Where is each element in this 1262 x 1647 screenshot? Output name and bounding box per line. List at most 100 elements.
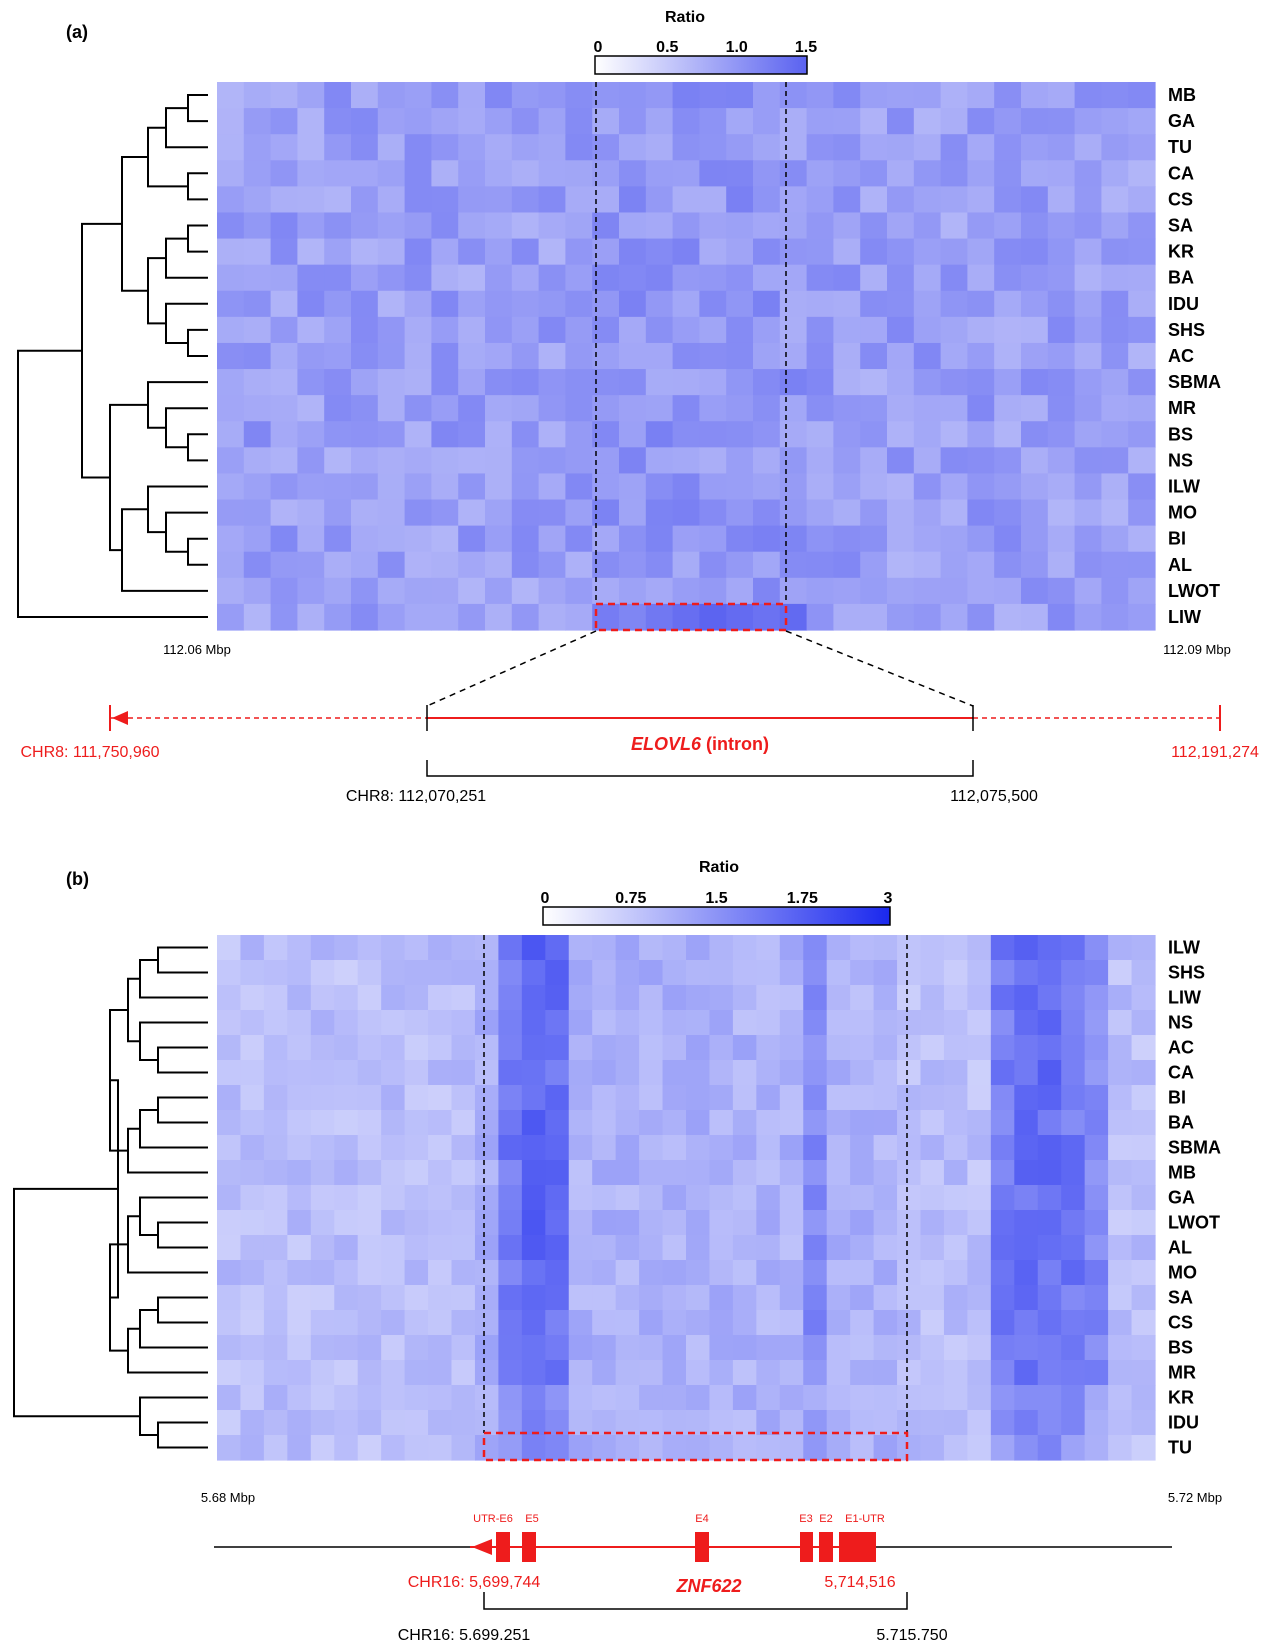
heatmap-cell	[297, 160, 325, 187]
heatmap-cell	[431, 603, 459, 631]
heatmap-cell	[428, 1010, 453, 1036]
heatmap-cell	[1061, 1435, 1086, 1461]
heatmap-cell	[568, 1360, 593, 1386]
heatmap-cell	[270, 316, 298, 344]
heatmap-cell	[726, 108, 754, 135]
heatmap-cell	[511, 603, 540, 631]
heatmap-cell	[431, 447, 459, 475]
heatmap-cell	[1108, 1110, 1133, 1136]
heatmap-cell	[357, 1435, 382, 1461]
heatmap-cell	[850, 1185, 875, 1211]
heatmap-cell	[521, 1310, 546, 1336]
heatmap-cell	[662, 1410, 687, 1436]
heatmap-cell	[860, 82, 888, 109]
heatmap-cell	[756, 1360, 781, 1386]
dendrogram-branch	[139, 1021, 208, 1061]
heatmap-cell	[756, 1260, 781, 1286]
heatmap-cell	[592, 238, 620, 266]
heatmap-cell	[1061, 1410, 1086, 1436]
colorbar-a	[594, 55, 808, 75]
heatmap-cell	[779, 342, 808, 370]
heatmap-cell	[645, 134, 674, 161]
heatmap-cell	[806, 212, 834, 240]
heatmap-cell	[404, 1260, 429, 1286]
heatmap-cell	[1021, 264, 1049, 292]
heatmap-cell	[873, 1060, 898, 1086]
heatmap-cell	[662, 1385, 687, 1411]
heatmap-cell	[377, 499, 406, 527]
dendrogram-branch	[139, 1109, 208, 1149]
heatmap-cell	[753, 447, 781, 475]
heatmap-cell	[334, 1260, 359, 1286]
heatmap-cell	[806, 395, 834, 422]
heatmap-cell	[994, 134, 1022, 161]
heatmap-cell	[568, 1110, 593, 1136]
heatmap-cell	[451, 1085, 476, 1111]
heatmap-cell	[913, 421, 942, 448]
heatmap-cell	[994, 369, 1022, 396]
heatmap-cell	[474, 1035, 499, 1061]
heatmap-cell	[850, 1210, 875, 1236]
heatmap-cell	[615, 1010, 640, 1036]
heatmap-cell	[732, 960, 757, 986]
heatmap-cell	[217, 160, 245, 187]
heatmap-cell	[428, 1260, 453, 1286]
heatmap-cell	[270, 525, 298, 553]
colorbar-tick-label: 1.5	[705, 890, 727, 907]
heatmap-cell	[240, 1360, 265, 1386]
heatmap-cell	[592, 1260, 617, 1286]
heatmap-cell	[803, 985, 828, 1011]
heatmap-cell	[803, 960, 828, 986]
heatmap-cell	[1037, 1110, 1062, 1136]
heatmap-cell	[545, 1285, 570, 1311]
heatmap-cell	[240, 1435, 265, 1461]
heatmap-cell	[217, 1085, 242, 1111]
heatmap-cell	[1014, 1010, 1039, 1036]
heatmap-cell	[474, 1135, 499, 1161]
heatmap-cell	[779, 264, 808, 292]
heatmap-cell	[897, 985, 922, 1011]
heatmap-cell	[967, 1060, 992, 1086]
heatmap-cell	[270, 447, 298, 475]
heatmap-cell	[699, 369, 727, 396]
heatmap-cell	[334, 1085, 359, 1111]
heatmap-cell	[803, 1035, 828, 1061]
heatmap-cell	[1128, 264, 1156, 292]
heatmap-cell	[639, 1010, 664, 1036]
heatmap-cell	[451, 1235, 476, 1261]
exon-label-utr-e6: UTR-E6	[473, 1513, 513, 1525]
heatmap-cell	[753, 421, 781, 448]
heatmap-cell	[732, 1310, 757, 1336]
heatmap-cell	[243, 108, 272, 135]
row-label: NS	[1168, 450, 1193, 470]
heatmap-cell	[645, 603, 674, 631]
heatmap-cell	[913, 108, 942, 135]
heatmap-cell	[753, 551, 781, 579]
heatmap-cell	[521, 1160, 546, 1186]
heatmap-cell	[913, 212, 942, 240]
heatmap-cell	[1021, 447, 1049, 475]
heatmap-cell	[779, 551, 808, 579]
heatmap-cell	[686, 1085, 711, 1111]
heatmap-cell	[756, 1035, 781, 1061]
heatmap-cell	[310, 1435, 335, 1461]
heatmap-cell	[428, 1435, 453, 1461]
heatmap-cell	[806, 473, 834, 501]
exon-utr-e6	[496, 1532, 510, 1562]
heatmap-cell	[967, 108, 995, 135]
heatmap-cell	[943, 1210, 968, 1236]
heatmap-cell	[474, 1435, 499, 1461]
heatmap-cell	[639, 1310, 664, 1336]
heatmap-cell	[873, 1135, 898, 1161]
heatmap-cell	[217, 82, 245, 109]
heatmap-cell	[217, 1235, 242, 1261]
heatmap-cell	[310, 1285, 335, 1311]
heatmap-cell	[897, 1310, 922, 1336]
gene-a-end-label: 112,191,274	[1171, 744, 1259, 761]
heatmap-cell	[806, 186, 834, 214]
heatmap-cell	[334, 935, 359, 961]
heatmap-cell	[474, 1010, 499, 1036]
heatmap-cell	[458, 342, 486, 370]
dendrogram-branch	[187, 537, 208, 566]
heatmap-cell	[240, 1310, 265, 1336]
